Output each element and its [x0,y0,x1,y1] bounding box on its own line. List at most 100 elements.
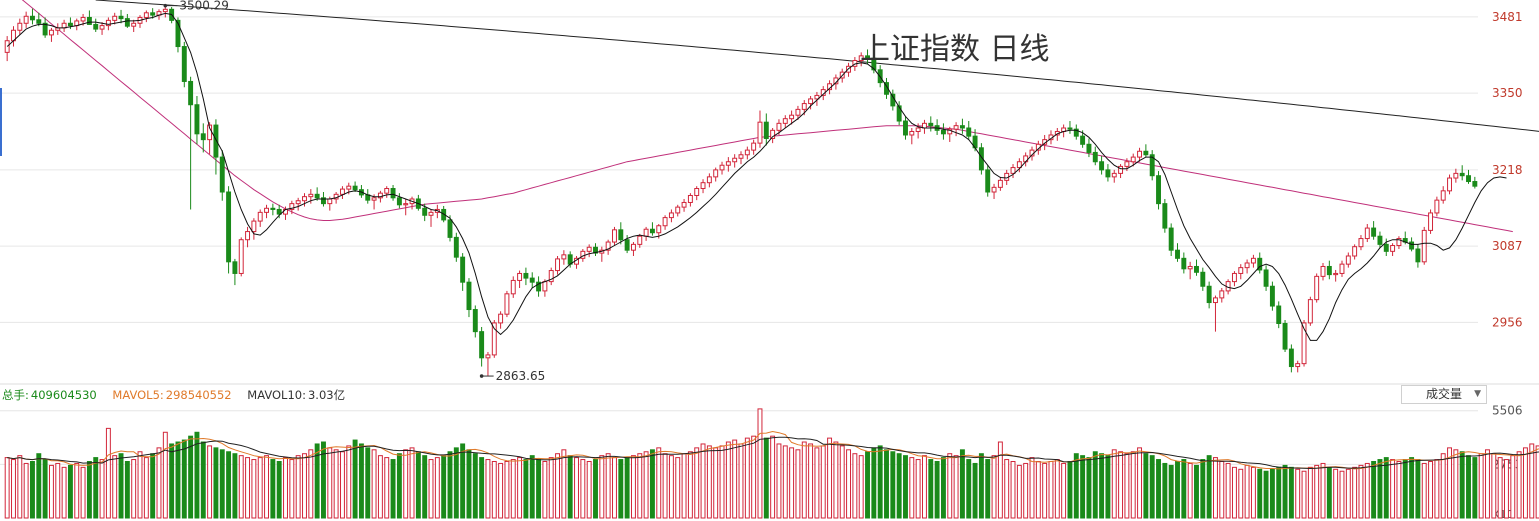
candle-body [1263,269,1269,287]
volume-bar [529,455,535,519]
volume-bar [719,445,725,519]
candle-body [1295,363,1301,368]
candle-body [1466,175,1471,183]
candle-body [985,169,991,193]
volume-bar [17,455,23,519]
candle-body [725,161,731,166]
candle-body [289,203,295,210]
volume-bar [1111,449,1117,519]
volume-bar [498,462,504,519]
volume-bar [643,451,649,519]
candle-body [548,270,554,283]
volume-bar [1054,459,1060,519]
volume-bar [1522,447,1528,519]
candle-body [612,229,617,243]
candle-body [371,197,377,201]
volume-bar [985,459,991,519]
candle-body [618,229,624,241]
candle-body [732,157,738,163]
volume-bar [1219,461,1225,519]
candle-body [643,228,649,237]
volume-bar [978,453,984,519]
volume-bar [504,461,510,519]
volume-bar [612,457,617,519]
volume-bar [1029,457,1035,519]
candle-body [542,281,548,292]
candle-body [1326,265,1332,276]
volume-bar [333,449,339,519]
volume-bar [1263,470,1269,519]
volume-bar [415,451,421,519]
volume-bar [1504,459,1509,519]
volume-bar [1156,459,1161,519]
volume-bar [143,457,149,519]
vol-total-label: 总手: [2,388,29,402]
volume-bar [1099,453,1105,519]
candle-body [770,129,776,139]
candle-body [1111,172,1117,178]
candle-body [706,176,712,184]
candle-body [1124,161,1130,167]
candle-body [1067,127,1073,130]
candle-body [321,197,326,205]
volume-bar [1447,447,1452,519]
candle-body [200,133,206,141]
candle-body [681,201,687,208]
volume-bar [1004,459,1010,519]
volume-bar [517,457,523,519]
candle-body [118,15,124,20]
volume-bar [744,437,750,519]
candle-body [257,211,263,222]
volume-bar [1364,462,1370,519]
volume-bar [1434,459,1440,519]
y-tick-label: 3481 [1492,10,1523,24]
vol-tick-label: 5506 [1492,404,1523,418]
volume-bar [466,449,472,519]
candle-body [30,15,35,21]
candle-body [460,256,466,283]
volume-bar [877,445,883,519]
volume-bar [308,449,314,519]
y-tick-label: 2956 [1492,315,1523,329]
candle-body [687,194,693,203]
volume-bar [67,464,73,519]
volume-bar [947,453,953,519]
candle-body [1282,322,1288,350]
candle-body [561,254,567,260]
candle-body [150,12,156,16]
candle-body [1269,285,1275,307]
candle-body [1162,203,1168,229]
volume-bar [681,453,687,519]
volume-bar [668,455,674,519]
candle-body [789,114,795,120]
candle-body [808,98,814,105]
volume-bar [36,453,42,519]
candle-body [896,105,902,122]
volume-bar [219,449,225,519]
candle-body [1390,245,1396,252]
volume-bar [846,449,852,519]
volume-bar [700,443,706,519]
panel-marker [0,88,2,156]
volume-bar [1466,455,1471,519]
volume-bar [649,449,655,519]
volume-bar [884,449,889,519]
volume-bar [327,447,333,519]
volume-bar [472,453,478,519]
volume-bar [763,437,769,519]
candle-body [744,149,750,156]
candle-body [390,188,396,199]
mavol5-value: 298540552 [165,388,232,402]
volume-indicator-select[interactable]: 成交量 ▼ [1401,385,1487,404]
volume-bar [1035,461,1041,519]
volume-bar [460,443,466,519]
volume-bar [574,457,579,519]
candle-body [422,207,428,216]
volume-bar [207,445,213,519]
volume-bar [384,457,390,519]
volume-bar [776,443,782,519]
volume-bar [1016,464,1022,519]
candle-body [339,188,345,195]
volume-bar [865,451,870,519]
